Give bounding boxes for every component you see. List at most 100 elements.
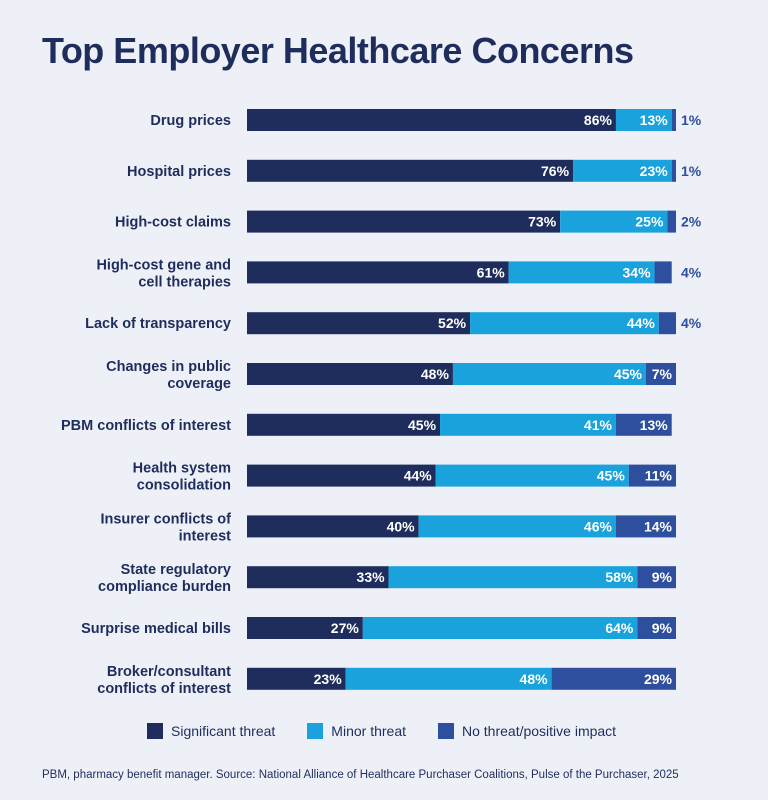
category-label: High-cost claims <box>115 215 231 231</box>
bar-segment-minor <box>615 109 672 131</box>
category-label: Broker/consultant conflicts of interest <box>97 664 231 697</box>
category-label: Insurer conflicts of interest <box>100 511 231 544</box>
data-label: 27% <box>331 620 360 636</box>
category-label: PBM conflicts of interest <box>61 418 231 434</box>
stacked-bar-chart: Drug prices 86% 13% 1% Hospital prices 76% 23%… <box>61 109 702 697</box>
chart-title: Top Employer Healthcare Concerns <box>42 30 634 71</box>
category-label: Health system consolidation <box>133 461 231 494</box>
bar-segment-minor <box>388 566 638 589</box>
bar-segment-none <box>551 667 676 690</box>
bar-segment-significant <box>247 363 453 385</box>
category-label: Changes in public coverage <box>106 359 231 392</box>
bar-segment-minor <box>418 515 616 538</box>
bar-segment-minor <box>435 464 629 487</box>
bar-segment-none <box>645 363 676 385</box>
legend-item-significant: Significant threat <box>147 723 275 739</box>
legend-label-significant: Significant threat <box>171 723 276 739</box>
data-label: 13% <box>640 112 669 128</box>
legend-item-none: No threat/positive impact <box>438 723 616 739</box>
data-label: 4% <box>681 315 702 331</box>
category-label-line: compliance burden <box>98 579 231 595</box>
category-label-line: Broker/consultant <box>107 664 231 680</box>
bar-segment-none <box>637 566 676 589</box>
data-label: 4% <box>681 264 702 280</box>
data-label: 64% <box>605 620 634 636</box>
bar-segment-significant <box>247 515 419 538</box>
data-label: 44% <box>627 315 656 331</box>
data-label: 33% <box>357 569 386 585</box>
category-label: State regulatory compliance burden <box>98 562 231 595</box>
data-label: 44% <box>404 468 433 484</box>
data-label: 9% <box>652 569 673 585</box>
data-label: 14% <box>644 518 673 534</box>
category-label-line: coverage <box>167 376 231 392</box>
bar-segment-none <box>671 109 676 131</box>
bar-segment-none <box>654 261 672 284</box>
data-label: 9% <box>652 620 673 636</box>
legend-label-minor: Minor threat <box>331 723 406 739</box>
data-label: 45% <box>614 366 643 382</box>
legend-swatch-minor <box>307 723 324 739</box>
legend-label-none: No threat/positive impact <box>462 723 617 739</box>
bar-segment-none <box>615 515 676 538</box>
bar-segment-significant <box>247 312 471 335</box>
data-label: 45% <box>408 417 437 433</box>
bar-segment-none <box>671 159 676 182</box>
category-label-line: conflicts of interest <box>97 681 231 697</box>
category-label: Surprise medical bills <box>81 621 231 637</box>
data-label: 29% <box>644 671 673 687</box>
data-label: 52% <box>438 315 467 331</box>
bar-segment-significant <box>247 261 509 284</box>
bar-segment-minor <box>345 667 552 690</box>
data-label: 61% <box>477 264 506 280</box>
category-label: High-cost gene and cell therapies <box>96 257 231 290</box>
legend-swatch-none <box>438 723 454 739</box>
category-label-line: Changes in public <box>106 359 231 375</box>
bar-segment-none <box>667 210 676 233</box>
category-label-line: High-cost gene and <box>96 257 231 273</box>
data-label: 48% <box>520 671 549 687</box>
data-label: 13% <box>640 417 669 433</box>
category-label: Lack of transparency <box>85 316 231 332</box>
data-label: 23% <box>640 163 669 179</box>
data-label: 34% <box>623 264 652 280</box>
data-label: 46% <box>584 518 613 534</box>
bar-segment-minor <box>560 210 668 233</box>
bar-segment-minor <box>440 413 616 436</box>
data-label: 58% <box>605 569 634 585</box>
category-label-line: Insurer conflicts of <box>100 511 231 527</box>
data-label: 11% <box>645 468 673 484</box>
legend-swatch-significant <box>147 723 163 739</box>
data-label: 40% <box>387 518 416 534</box>
data-label: 23% <box>314 671 343 687</box>
category-label-line: State regulatory <box>121 562 231 578</box>
legend-item-minor: Minor threat <box>307 723 406 739</box>
legend: Significant threat Minor threat No threa… <box>147 723 648 739</box>
bar-segment-significant <box>247 159 574 182</box>
data-label: 48% <box>421 366 450 382</box>
bar-segment-none <box>628 464 676 487</box>
data-label: 45% <box>597 468 626 484</box>
bar-segment-minor <box>452 363 646 385</box>
data-label: 86% <box>584 112 613 128</box>
bar-segment-none <box>615 413 672 436</box>
bar-segment-significant <box>247 617 363 639</box>
category-label-line: cell therapies <box>138 274 231 290</box>
category-label-line: Health system <box>133 461 231 477</box>
bar-segment-significant <box>247 413 441 436</box>
bar-segment-significant <box>247 566 389 589</box>
bar-segment-minor <box>362 617 638 639</box>
bar-segment-significant <box>247 210 561 233</box>
data-label: 1% <box>681 112 702 128</box>
category-label-line: interest <box>179 528 232 544</box>
bar-segment-minor <box>508 261 655 284</box>
category-label: Hospital prices <box>127 164 231 180</box>
category-label-line: consolidation <box>137 478 231 494</box>
bar-segment-none <box>658 312 676 335</box>
data-label: 41% <box>584 417 613 433</box>
bar-segment-none <box>637 617 676 639</box>
bar-segment-significant <box>247 464 436 487</box>
data-label: 7% <box>652 366 673 382</box>
bar-segment-significant <box>247 109 616 131</box>
bar-segment-minor <box>470 312 659 335</box>
